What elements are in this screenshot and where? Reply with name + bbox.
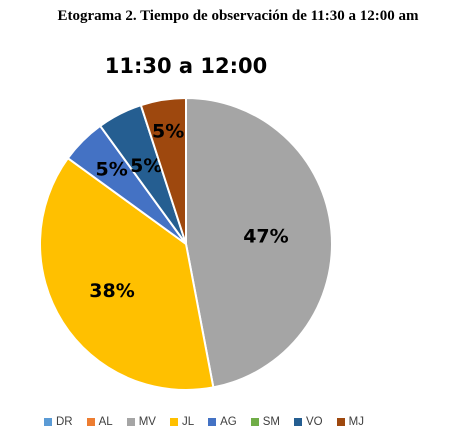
chart-legend: DR AL MV JL AG SM VO MJ bbox=[44, 414, 378, 430]
legend-item-vo: VO bbox=[293, 416, 323, 428]
legend-swatch-jl bbox=[169, 418, 178, 426]
pie-slice-mv bbox=[185, 96, 333, 389]
legend-swatch-ag bbox=[208, 418, 217, 426]
pie-slice-mj bbox=[139, 96, 187, 245]
legend-label-mj: MJ bbox=[348, 416, 364, 428]
chart-title: 11:30 a 12:00 bbox=[104, 54, 268, 78]
legend-item-mv: MV bbox=[126, 416, 156, 428]
figure-caption: Etograma 2. Tiempo de observación de 11:… bbox=[57, 8, 419, 24]
data-label-vo: 5% bbox=[130, 155, 162, 177]
legend-swatch-mv bbox=[126, 418, 135, 426]
legend-label-mv: MV bbox=[138, 416, 156, 428]
legend-item-sm: SM bbox=[250, 416, 280, 428]
legend-swatch-dr bbox=[44, 418, 52, 426]
legend-label-al: AL bbox=[98, 416, 113, 428]
legend-label-vo: VO bbox=[305, 416, 323, 428]
legend-label-sm: SM bbox=[262, 416, 280, 428]
legend-swatch-sm bbox=[250, 418, 259, 426]
data-label-ag: 5% bbox=[96, 159, 128, 181]
legend-item-dr: DR bbox=[44, 416, 73, 428]
legend-item-ag: AG bbox=[208, 416, 237, 428]
data-label-mj: 5% bbox=[152, 121, 184, 143]
data-label-mv: 47% bbox=[243, 225, 288, 247]
legend-label-jl: JL bbox=[181, 416, 195, 428]
data-label-jl: 38% bbox=[89, 280, 134, 302]
legend-item-al: AL bbox=[86, 416, 113, 428]
legend-label-ag: AG bbox=[220, 416, 237, 428]
legend-item-jl: JL bbox=[169, 416, 195, 428]
pie-slice-jl bbox=[39, 156, 215, 391]
legend-swatch-al bbox=[86, 418, 95, 426]
legend-swatch-vo bbox=[293, 418, 302, 426]
legend-swatch-mj bbox=[336, 418, 345, 426]
legend-label-dr: DR bbox=[56, 416, 73, 428]
legend-item-mj: MJ bbox=[336, 416, 364, 428]
